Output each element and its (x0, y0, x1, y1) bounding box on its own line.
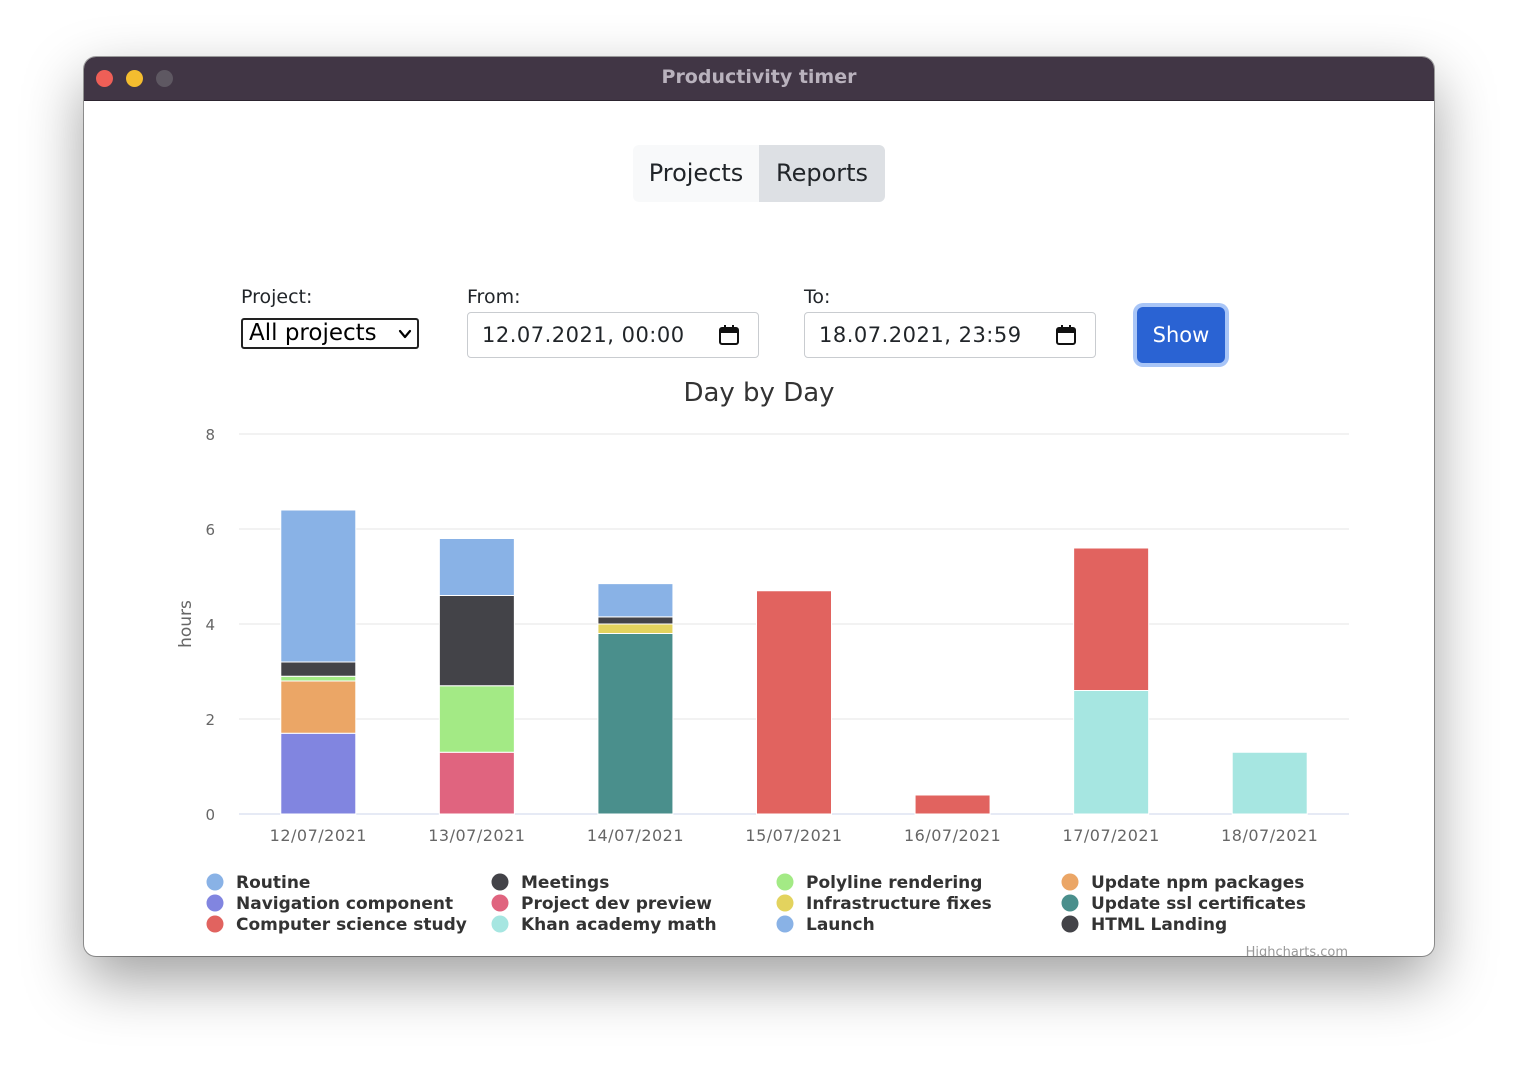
bar-segment[interactable] (280, 732, 357, 815)
view-tabs: Projects Reports (633, 145, 885, 202)
legend-item[interactable]: Infrastructure fixes (806, 894, 992, 914)
main-content: Projects Reports Project: All projects F… (84, 100, 1434, 956)
legend-item[interactable]: Launch (806, 915, 875, 935)
y-tick-label: 0 (205, 806, 215, 824)
legend-marker[interactable] (491, 915, 509, 933)
y-axis-label: hours (176, 600, 196, 648)
y-tick-label: 6 (205, 521, 215, 539)
bar-segment[interactable] (1073, 690, 1150, 815)
bar-segment[interactable] (438, 751, 515, 815)
bar-segment[interactable] (597, 583, 674, 618)
bar-segment[interactable] (280, 661, 357, 677)
close-window-button[interactable] (96, 70, 113, 87)
y-tick-label: 4 (205, 616, 215, 634)
day-by-day-chart: Day by Day 0 2 4 6 8 hours 12/07/2021 13/07/2021… (176, 378, 1349, 956)
legend-item[interactable]: Navigation component (236, 894, 453, 914)
project-select-value: All projects (249, 320, 377, 346)
from-label: From: (467, 286, 521, 308)
to-label: To: (804, 286, 831, 308)
title-bar: Productivity timer (84, 57, 1434, 101)
legend-marker[interactable] (776, 894, 794, 912)
x-tick-label: 13/07/2021 (428, 826, 525, 845)
x-tick-label: 18/07/2021 (1221, 826, 1318, 845)
bar-segment[interactable] (280, 675, 357, 682)
window-title: Productivity timer (661, 66, 857, 88)
tab-reports[interactable]: Reports (759, 145, 885, 202)
credits-link[interactable]: Highcharts.com (1246, 945, 1348, 956)
legend-item[interactable]: HTML Landing (1091, 915, 1227, 935)
legend-marker[interactable] (206, 873, 224, 891)
chevron-down-icon (398, 329, 412, 339)
to-date-value: 18.07.2021, 23:59 (819, 323, 1022, 347)
legend-item[interactable]: Routine (236, 873, 310, 893)
legend-marker[interactable] (206, 894, 224, 912)
y-tick-label: 2 (205, 711, 215, 729)
legend-item[interactable]: Project dev preview (521, 894, 712, 914)
bar-segment[interactable] (756, 590, 832, 815)
bar-segment[interactable] (1073, 547, 1150, 691)
y-tick-label: 8 (205, 426, 215, 444)
bar-segment[interactable] (280, 509, 357, 663)
bar-segment[interactable] (438, 538, 515, 596)
legend-marker[interactable] (776, 873, 794, 891)
legend-marker[interactable] (491, 873, 509, 891)
legend-marker[interactable] (1061, 894, 1079, 912)
legend-item[interactable]: Meetings (521, 873, 609, 893)
bar-segment[interactable] (597, 616, 674, 625)
app-window: Productivity timer Projects Reports Proj… (84, 57, 1434, 956)
x-tick-label: 12/07/2021 (270, 826, 367, 845)
legend-marker[interactable] (776, 915, 794, 933)
legend-marker[interactable] (206, 915, 224, 933)
legend-item[interactable]: Update ssl certificates (1091, 894, 1306, 914)
from-date-input[interactable]: 12.07.2021, 00:00 (467, 312, 759, 358)
bar-segment[interactable] (438, 685, 515, 753)
x-tick-label: 16/07/2021 (904, 826, 1001, 845)
bar-segment[interactable] (438, 595, 515, 687)
bar-segment[interactable] (1231, 751, 1308, 815)
bar-segment[interactable] (914, 794, 991, 815)
bar-segment[interactable] (280, 680, 357, 734)
chart-title: Day by Day (683, 378, 834, 408)
legend-item[interactable]: Computer science study (236, 915, 467, 935)
bar-segment[interactable] (597, 633, 674, 815)
project-label: Project: (241, 286, 313, 308)
to-date-input[interactable]: 18.07.2021, 23:59 (804, 312, 1096, 358)
x-tick-label: 17/07/2021 (1063, 826, 1160, 845)
x-tick-label: 14/07/2021 (587, 826, 684, 845)
maximize-window-button[interactable] (156, 70, 173, 87)
minimize-window-button[interactable] (126, 70, 143, 87)
legend-item[interactable]: Update npm packages (1091, 873, 1304, 893)
legend-item[interactable]: Khan academy math (521, 915, 717, 935)
x-tick-label: 15/07/2021 (745, 826, 842, 845)
legend-marker[interactable] (1061, 873, 1079, 891)
show-button[interactable]: Show (1137, 307, 1225, 363)
tab-projects[interactable]: Projects (633, 145, 759, 202)
legend-item[interactable]: Polyline rendering (806, 873, 982, 893)
legend-marker[interactable] (1061, 915, 1079, 933)
calendar-icon[interactable] (718, 324, 740, 346)
project-select[interactable]: All projects (241, 318, 419, 349)
calendar-icon[interactable] (1055, 324, 1077, 346)
legend-marker[interactable] (491, 894, 509, 912)
bar-segment[interactable] (597, 623, 674, 634)
from-date-value: 12.07.2021, 00:00 (482, 323, 685, 347)
